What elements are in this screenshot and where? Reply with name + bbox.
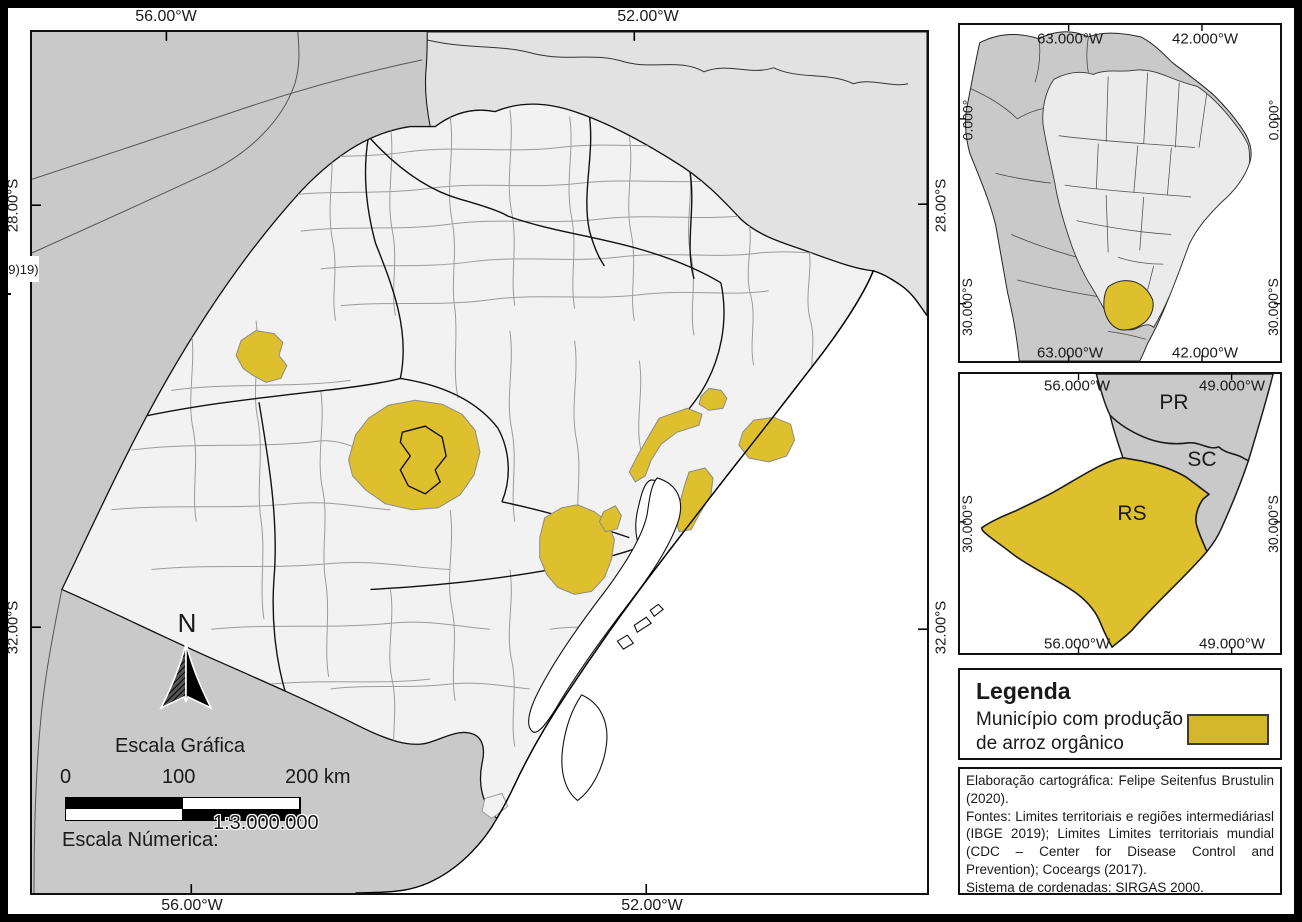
scale-segment <box>183 809 300 820</box>
coord-label-top-56w: 56.00°W <box>135 8 197 25</box>
inset1-coord-left-0: 0.000° <box>959 99 976 141</box>
state-label-pr: PR <box>1159 391 1189 414</box>
inset2-coord-bottom-56w: 56.000°W <box>1043 635 1111 653</box>
inset2-ticks <box>960 374 1280 653</box>
coord-label-top-52w: 52.00°W <box>617 8 679 25</box>
legend-swatch <box>1187 714 1269 745</box>
highlight-municipality-metro-5 <box>598 505 622 533</box>
legend-box: Legenda Município com produção de arroz … <box>958 668 1282 760</box>
main-map <box>30 30 929 895</box>
graphic-scale-title: Escala Gráfica <box>114 735 246 757</box>
coord-label-right-32s: 32.00°S <box>932 600 950 654</box>
coord-label-left-28s: 28.00°S <box>4 178 22 232</box>
legend-title: Legenda <box>976 678 1071 704</box>
scale-tick-200: 200 km <box>285 766 351 788</box>
inset2-coord-top-56w: 56.000°W <box>1043 377 1111 395</box>
scale-tick-100: 100 <box>162 766 196 788</box>
credits-sources: Fontes: Limites territoriais e regiões i… <box>966 808 1274 878</box>
inset1-coord-right-0: 0.000° <box>1265 99 1282 141</box>
graticule-ticks <box>32 32 927 893</box>
main-map-canvas <box>32 32 927 893</box>
inset1-coord-top-63w: 63.000°W <box>1036 30 1104 48</box>
numeric-scale-value: 1:3.000.000 <box>213 812 319 834</box>
highlight-municipality-metro-4 <box>674 467 714 533</box>
country-borders <box>969 36 1146 340</box>
coastal-lagoons <box>616 603 665 650</box>
rs-highlight-inset <box>1103 280 1154 331</box>
inset2-coord-left-30s: 30.000°S <box>959 495 976 553</box>
state-label-rs: RS <box>1117 502 1147 525</box>
north-arrow-icon <box>159 642 213 710</box>
highlight-municipality-nw <box>235 330 288 383</box>
coord-label-bottom-52w: 52.00°W <box>621 897 683 914</box>
legend-item-label: Município com produção de arroz orgânico <box>976 709 1183 754</box>
highlight-municipality-metro-2 <box>628 407 703 483</box>
clipped-label-artifact: 19)19) <box>1 256 39 282</box>
brazil-state-borders <box>1058 72 1208 290</box>
credits-coordinate-system: Sistema de cordenadas: SIRGAS 2000. <box>966 879 1204 895</box>
lagoa-dos-patos <box>528 477 682 733</box>
inset1-coord-bottom-42w: 42.000°W <box>1171 344 1239 362</box>
graphic-scale-bar <box>65 797 301 821</box>
inset1-ticks <box>960 25 1280 361</box>
foreign-boundaries <box>32 32 423 893</box>
inset2-coord-right-30s: 30.000°S <box>1265 495 1282 553</box>
scale-segment <box>66 798 183 809</box>
inset-southern-states: 56.000°W 49.000°W 56.000°W 49.000°W 30.0… <box>958 372 1282 655</box>
inset1-coord-top-42w: 42.000°W <box>1171 30 1239 48</box>
inset1-coord-right-30s: 30.000°S <box>1265 278 1282 336</box>
numeric-scale-label: Escala Númerica: <box>62 829 219 851</box>
coord-label-bottom-56w: 56.00°W <box>161 897 223 914</box>
inset1-coord-left-30s: 30.000°S <box>959 278 976 336</box>
inset-south-america: 63.000°W 42.000°W 63.000°W 42.000°W 0.00… <box>958 23 1282 363</box>
scale-segment <box>183 798 300 809</box>
brazil-country <box>1042 69 1251 331</box>
inset2-coord-bottom-49w: 49.000°W <box>1198 635 1266 653</box>
highlight-municipality-metro-3 <box>738 416 796 463</box>
inner-municipality-outline <box>399 425 447 495</box>
artifact-tick <box>1 293 11 295</box>
credits-elaboration: Elaboração cartográfica: Felipe Seitenfu… <box>966 773 1274 806</box>
coastline <box>355 270 927 893</box>
state-label-sc: SC <box>1187 448 1217 471</box>
highlight-municipality-south <box>539 504 615 595</box>
rio-grande-do-sul-highlight <box>980 456 1211 649</box>
inset-south-america-canvas <box>960 25 1280 361</box>
lagoons <box>528 477 682 802</box>
inset2-coord-top-49w: 49.000°W <box>1198 377 1266 395</box>
highlight-municipality-metro-1 <box>698 387 728 411</box>
north-label: N <box>177 608 197 638</box>
lagoa-mirim <box>561 694 608 802</box>
scale-tick-0: 0 <box>60 766 72 788</box>
credits-box: Elaboração cartográfica: Felipe Seitenfu… <box>958 767 1282 895</box>
coord-label-right-28s: 28.00°S <box>932 178 950 232</box>
sc-river-line <box>427 39 909 86</box>
coord-label-left-32s: 32.00°S <box>4 600 22 654</box>
inset1-coord-bottom-63w: 63.000°W <box>1036 344 1104 362</box>
inset-states-canvas <box>960 374 1280 653</box>
scale-segment <box>66 809 183 820</box>
